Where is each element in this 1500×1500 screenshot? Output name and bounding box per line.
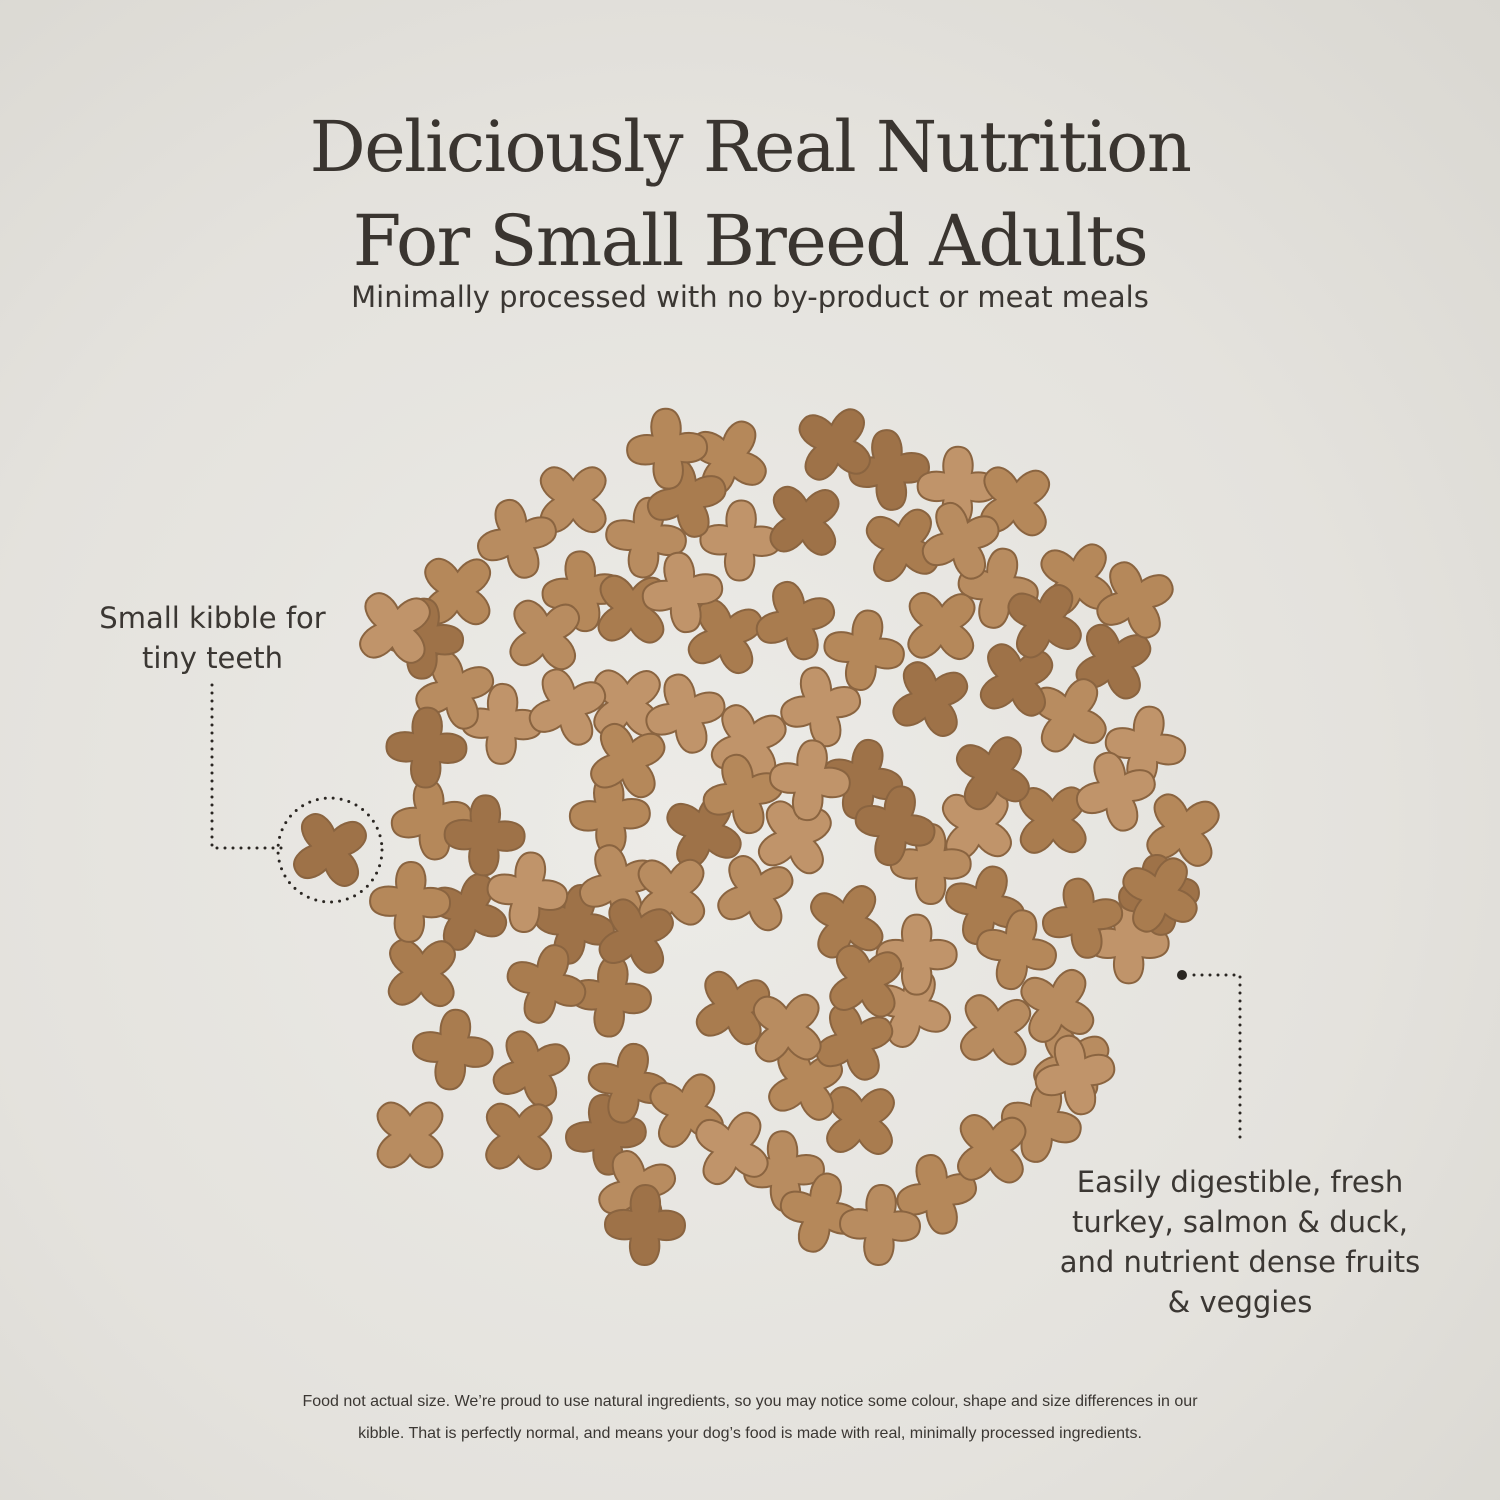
kibble-piece [1096, 561, 1174, 639]
ingredients-callout-leader [1177, 970, 1242, 1142]
kibble-piece [460, 682, 543, 765]
kibble-piece [826, 1086, 895, 1155]
kibble-piece [605, 496, 687, 579]
subtitle: Minimally processed with no by-product o… [351, 280, 1149, 314]
kibble-piece [369, 860, 452, 943]
kibble-piece [979, 643, 1054, 717]
callout-text: Easily digestible, fresh [1076, 1165, 1404, 1199]
kibble-piece [907, 591, 976, 660]
kibble-piece [839, 1184, 921, 1266]
callout-text: tiny teeth [142, 641, 283, 675]
title-line-1: Deliciously Real Nutrition [309, 106, 1192, 188]
kibble-piece [604, 1184, 686, 1266]
kibble-piece [889, 822, 972, 905]
kibble-piece [1020, 969, 1095, 1043]
kibble-piece [641, 551, 724, 633]
kibble-piece [976, 909, 1057, 991]
kibble-piece [492, 1030, 570, 1108]
kibble-piece [443, 794, 526, 877]
kibble-piece [486, 851, 568, 933]
kibble-pile [293, 407, 1220, 1266]
kibble-piece [541, 550, 624, 633]
kibble-piece [769, 739, 851, 822]
ingredients-callout: Easily digestible, fresh turkey, salmon … [1030, 1162, 1450, 1322]
kibble-piece [645, 673, 726, 754]
kibble-piece [385, 706, 468, 789]
kibble-piece [1032, 678, 1107, 753]
kibble-piece [570, 955, 652, 1038]
footnote-line: Food not actual size. We’re proud to use… [302, 1393, 1198, 1410]
kibble-piece [875, 913, 958, 996]
kibble-piece [1146, 793, 1220, 867]
footnote: Food not actual size. We’re proud to use… [0, 1386, 1500, 1450]
kibble-piece [387, 938, 456, 1007]
kibble-piece [485, 1102, 553, 1171]
kibble-piece [896, 1154, 977, 1235]
callout-text: and nutrient dense fruits [1059, 1245, 1421, 1279]
callout-text: Small kibble for [99, 601, 326, 635]
kibble-piece [945, 865, 1025, 946]
kibble-piece [376, 1101, 444, 1169]
kibble-piece [854, 785, 936, 867]
footnote-line: kibble. That is perfectly normal, and me… [358, 1425, 1142, 1442]
kibble-piece [823, 609, 905, 691]
kibble-piece [528, 668, 607, 746]
kibble-piece [779, 1172, 860, 1253]
kibble-piece [699, 499, 782, 582]
kibble-piece [798, 408, 871, 481]
kibble-piece [293, 813, 367, 887]
kibble-piece [1000, 1082, 1082, 1163]
kibble-piece [695, 1111, 769, 1185]
kibble-piece [1019, 786, 1087, 854]
kibble-piece [506, 944, 587, 1024]
kibble-piece [717, 855, 794, 932]
kibble-piece [1122, 857, 1198, 933]
kibble-piece [921, 501, 1000, 580]
kibble-callout-leader [210, 683, 384, 904]
kibble-piece [752, 993, 822, 1063]
kibble-piece [810, 885, 884, 959]
kibble-piece [412, 1008, 494, 1091]
kibble-piece [1034, 1034, 1116, 1116]
kibble-piece [957, 1114, 1027, 1184]
kibble-piece [848, 429, 930, 511]
callout-text: & veggies [1167, 1285, 1313, 1319]
kibble-piece [578, 844, 658, 923]
title-line-2: For Small Breed Adults [352, 200, 1149, 282]
kibble-piece [568, 773, 651, 856]
kibble-piece [960, 994, 1032, 1066]
kibble-piece [956, 736, 1030, 811]
kibble-piece [780, 666, 861, 748]
kibble-piece [477, 498, 557, 579]
kibble-piece [626, 407, 709, 490]
kibble-size-callout: Small kibble for tiny teeth [70, 598, 355, 678]
kibble-piece [598, 898, 674, 974]
kibble-piece [1075, 751, 1156, 832]
kibble-piece [359, 592, 431, 664]
kibble-piece [1042, 877, 1124, 959]
kibble-piece [822, 738, 904, 820]
kibble-piece [509, 599, 580, 671]
kibble-piece [769, 485, 840, 556]
kibble-piece [892, 661, 969, 737]
kibble-piece [829, 944, 903, 1018]
callout-text: turkey, salmon & duck, [1072, 1205, 1408, 1239]
kibble-piece [687, 598, 763, 674]
kibble-piece [590, 723, 666, 799]
kibble-piece [587, 1042, 669, 1124]
kibble-piece [1007, 584, 1082, 659]
kibble-piece [755, 580, 836, 661]
kibble-piece [815, 1002, 894, 1081]
page-title: Deliciously Real Nutrition For Small Bre… [0, 100, 1500, 288]
kibble-piece [702, 753, 784, 835]
